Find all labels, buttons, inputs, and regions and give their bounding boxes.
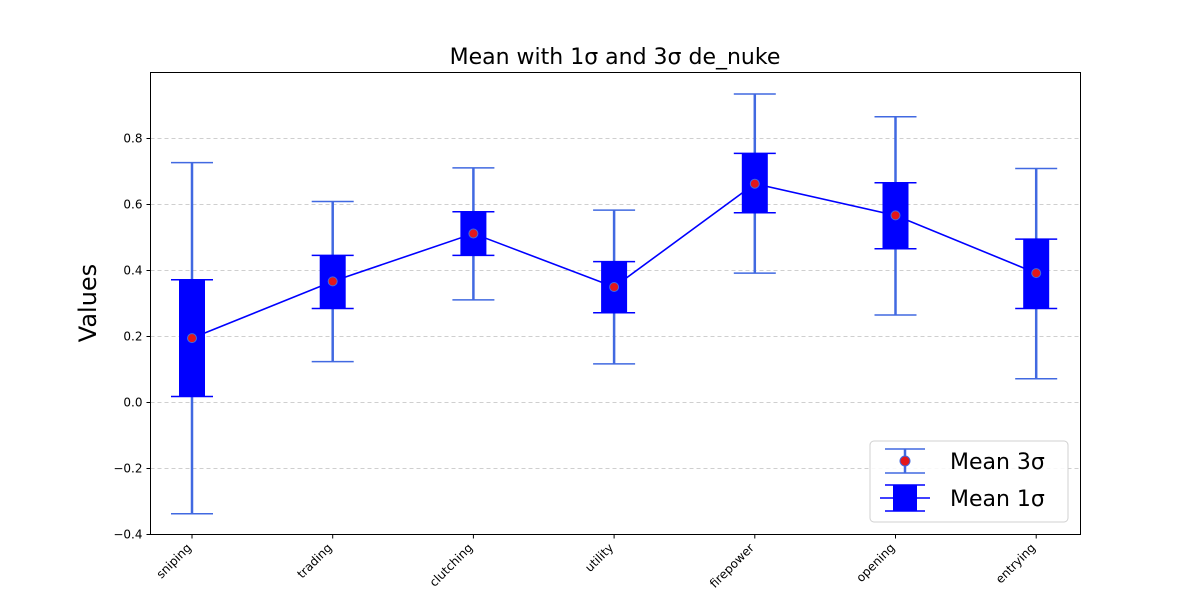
y-tick-label: 0.4 [123, 264, 142, 278]
y-tick-label: 0.2 [123, 330, 142, 344]
chart-title: Mean with 1σ and 3σ de_nuke [450, 45, 781, 70]
y-tick-label: 0.6 [123, 198, 142, 212]
legend-box [869, 440, 1069, 523]
mean-marker [890, 210, 901, 221]
legend-label-sigma1: Mean 1σ [950, 487, 1045, 512]
mean-marker [1031, 268, 1042, 279]
legend-sigma1-swatch-box [893, 485, 917, 511]
legend-label-sigma3: Mean 3σ [950, 450, 1045, 475]
mean-marker [327, 276, 338, 287]
legend: Mean 3σ Mean 1σ [869, 440, 1069, 523]
mean-marker [749, 178, 760, 189]
mean-marker [468, 228, 479, 239]
legend-entry-sigma1: Mean 1σ [880, 484, 1045, 512]
plot-frame [150, 72, 1081, 535]
y-axis-label: Values [74, 264, 102, 342]
marker-layer [187, 178, 1042, 344]
y-axis-ticks: −0.4 −0.2 0.0 0.2 0.4 0.6 0.8 [113, 132, 151, 542]
legend-entry-sigma3: Mean 3σ [885, 448, 1045, 475]
y-tick-label: 0.0 [123, 396, 142, 410]
legend-sigma3-swatch-marker [899, 455, 911, 467]
mean-marker [187, 333, 197, 344]
y-tick-label: −0.2 [113, 462, 142, 476]
mean-marker [609, 282, 620, 292]
y-tick-label: 0.8 [123, 132, 142, 146]
y-tick-label: −0.4 [113, 528, 142, 542]
